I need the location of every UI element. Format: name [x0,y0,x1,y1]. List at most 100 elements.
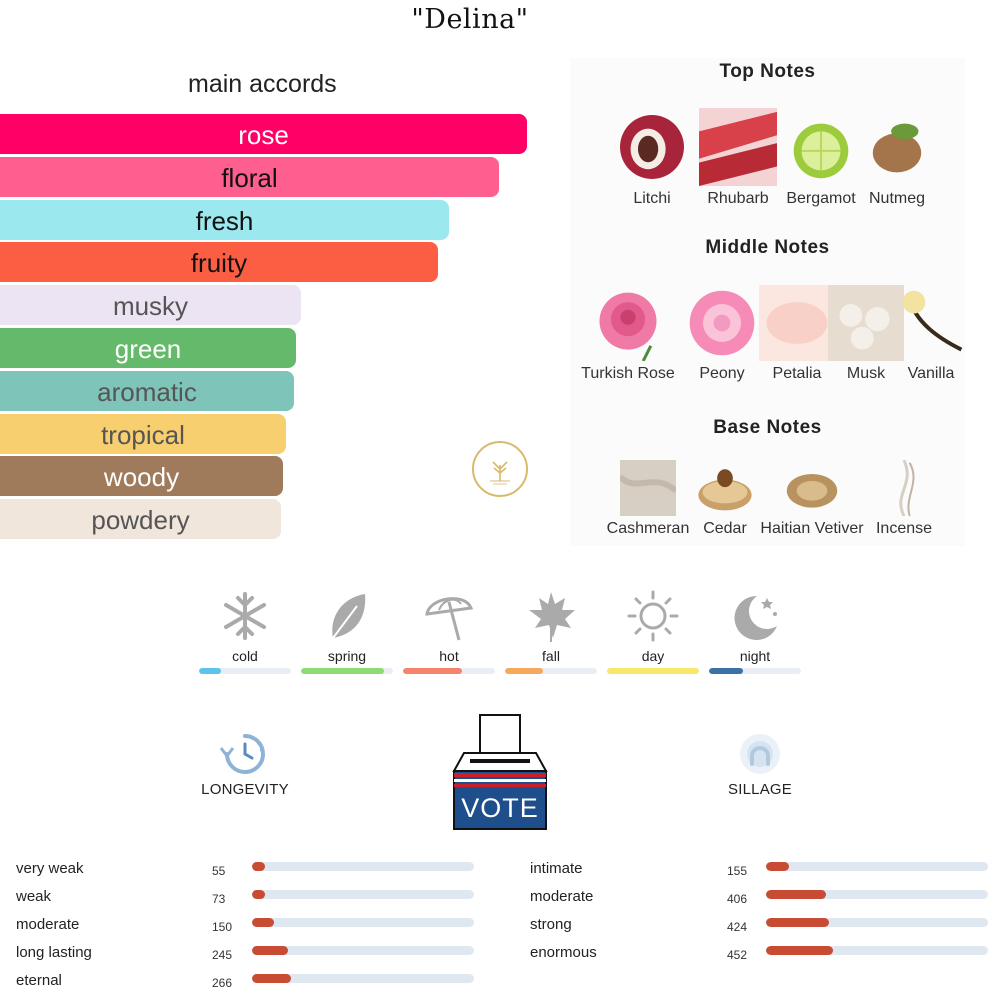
note-haitian-vetiver[interactable]: Haitian Vetiver [752,460,872,538]
accord-bar-musky: musky [0,285,301,325]
season-hot: hot [403,588,495,664]
longevity-long-lasting-label[interactable]: long lasting [16,944,92,961]
season-bar-fill [709,668,744,674]
sillage-moderate-bar [766,890,988,899]
sillage-intimate-bar [766,862,988,871]
haitian-vetiver-icon [784,460,840,516]
longevity-very-weak-bar [252,862,474,871]
accord-bar-aromatic: aromatic [0,371,294,411]
season-label: day [641,648,665,664]
middle-notes-heading: Middle Notes [705,237,830,258]
season-bar-fill [301,668,384,674]
note-label: Vanilla [907,365,955,382]
season-label: hot [439,648,459,664]
accord-bar-green: green [0,328,296,368]
vote-bar-fill [252,974,292,983]
note-litchi[interactable]: Litchi [592,108,712,208]
season-bar-fill [505,668,543,674]
accord-label: woody [103,462,180,492]
season-bar-cold [199,668,291,674]
note-turkish-rose[interactable]: Turkish Rose [568,285,688,383]
longevity-eternal-count: 266 [212,976,233,990]
note-label: Bergamot [786,190,856,207]
turkish-rose-icon [590,285,666,361]
accord-bar-powdery: powdery [0,499,281,539]
clock-icon [219,734,265,774]
note-cashmeran[interactable]: Cashmeran [588,460,708,538]
vote-label: VOTE [461,793,539,823]
season-bar-fill [199,668,222,674]
vote-bar-fill [252,890,266,899]
accord-label: fruity [190,248,248,278]
note-petalia[interactable]: Petalia [737,285,857,383]
umbrella-icon [425,597,474,641]
accord-bar-fresh: fresh [0,200,449,240]
vote-button[interactable]: VOTE [450,713,550,833]
sillage-strong-label[interactable]: strong [530,916,572,933]
tree-logo-icon [472,441,528,497]
vote-bar-fill [766,946,833,955]
longevity-very-weak-label[interactable]: very weak [16,860,84,877]
note-bergamot[interactable]: Bergamot [761,108,881,208]
season-fall: fall [505,588,597,664]
note-label: Haitian Vetiver [760,520,864,537]
accord-bar-floral: floral [0,157,499,197]
sillage-enormous-label[interactable]: enormous [530,944,597,961]
season-bar-fill [403,668,462,674]
season-label: spring [327,648,367,664]
longevity-weak-label[interactable]: weak [16,888,52,905]
vote-bar-fill [766,918,829,927]
accord-label: musky [112,291,189,321]
longevity-eternal-label[interactable]: eternal [16,972,62,989]
season-bar-spring [301,668,393,674]
season-spring: spring [301,588,393,664]
rhubarb-icon [699,108,777,186]
accords-heading: main accords [188,70,337,98]
incense-icon [876,460,932,516]
note-rhubarb[interactable]: Rhubarb [678,108,798,208]
note-label: Rhubarb [707,190,769,207]
longevity-weak-count: 73 [212,892,226,906]
note-vanilla[interactable]: Vanilla [871,285,991,383]
maple-leaf-icon [529,592,575,642]
note-label: Petalia [772,365,822,382]
cashmeran-icon [620,460,676,516]
accord-bar-fruity: fruity [0,242,438,282]
longevity-eternal-bar [252,974,474,983]
accord-bar-tropical: tropical [0,414,286,454]
top-notes-heading: Top Notes [719,61,816,82]
sillage-enormous-bar [766,946,988,955]
vote-bar-fill [252,862,266,871]
longevity-moderate-label[interactable]: moderate [16,916,80,933]
note-incense[interactable]: Incense [844,460,964,538]
sillage-icon [740,734,780,774]
ballot-box-icon [452,714,548,830]
accord-label: powdery [91,505,190,535]
note-musk[interactable]: Musk [806,285,926,383]
note-label: Litchi [633,190,671,207]
note-peony[interactable]: Peony [662,285,782,383]
leaf-icon [332,594,366,639]
vote-bar-fill [252,918,275,927]
sillage-strong-bar [766,918,988,927]
petalia-icon [759,285,835,361]
vanilla-icon [893,285,969,361]
sillage-title: SILLAGE [728,781,792,798]
moon-icon [734,595,777,640]
season-bar-fall [505,668,597,674]
sun-icon [627,590,679,642]
page-title: "Delina" [411,4,529,35]
season-label: cold [232,648,258,664]
note-cedar[interactable]: Cedar [665,460,785,538]
sillage-intimate-label[interactable]: intimate [530,860,583,877]
note-nutmeg[interactable]: Nutmeg [837,108,957,208]
note-label: Peony [699,365,745,382]
note-label: Musk [846,365,886,382]
sillage-moderate-label[interactable]: moderate [530,888,594,905]
peony-icon [684,285,760,361]
longevity-very-weak-count: 55 [212,864,226,878]
sillage-enormous-count: 452 [727,948,748,962]
accord-label: green [114,334,182,364]
accord-label: aromatic [97,377,197,407]
note-label: Incense [875,520,933,537]
